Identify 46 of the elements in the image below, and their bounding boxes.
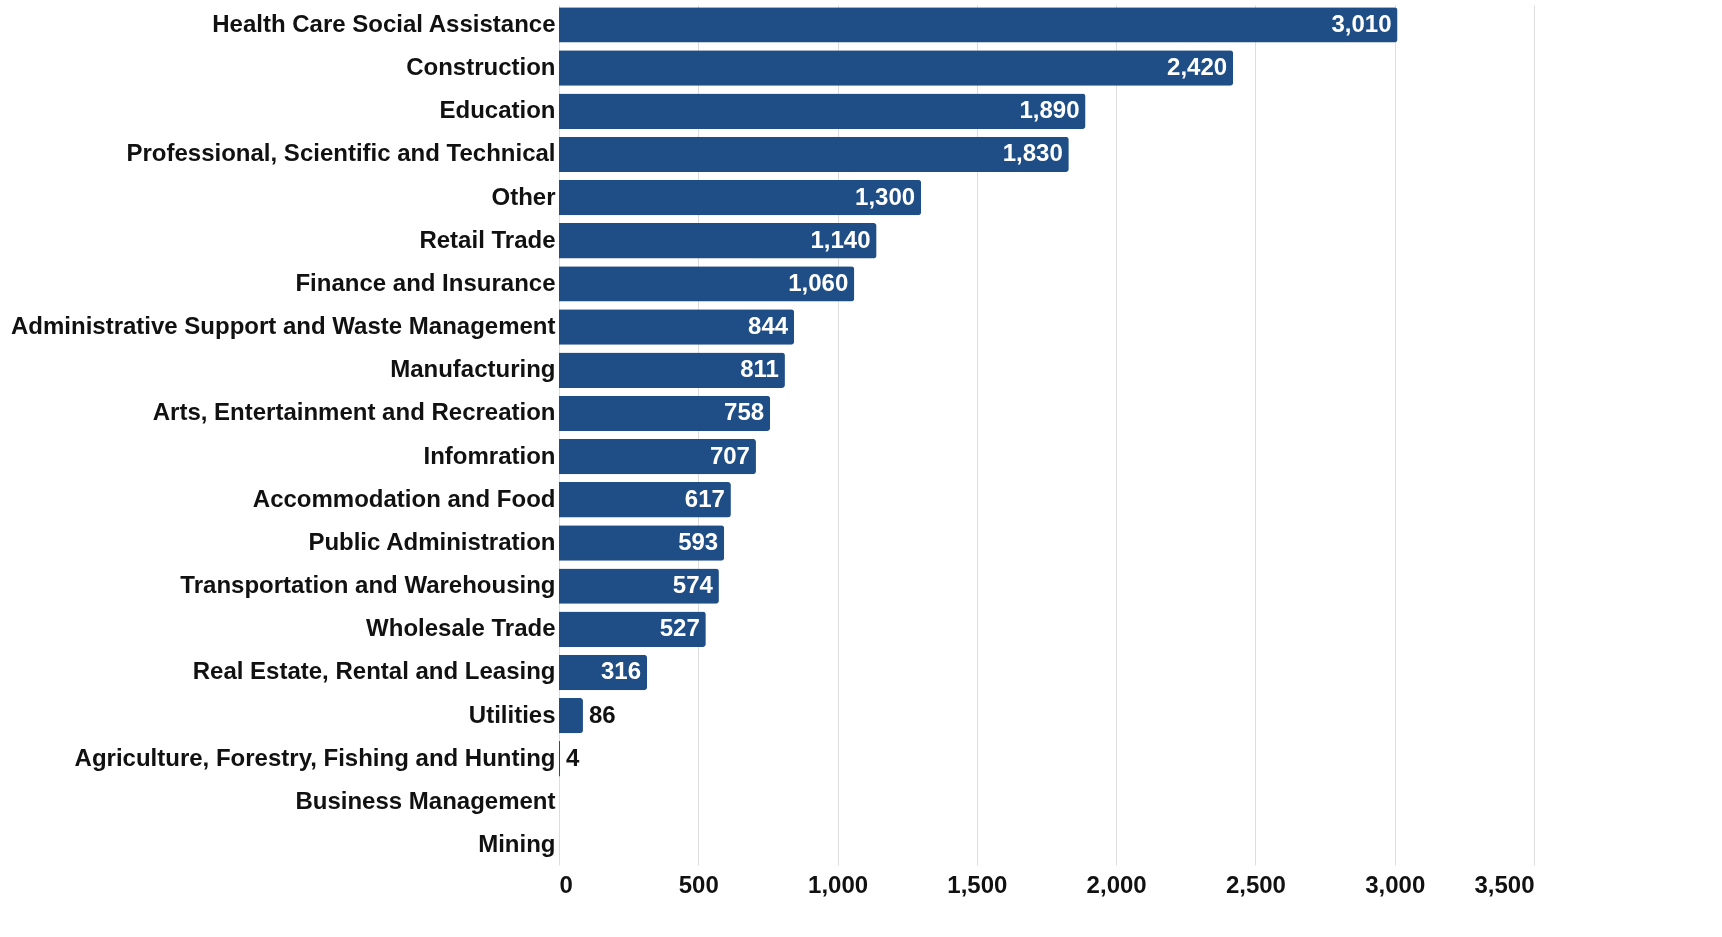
y-tick-label: Accommodation and Food — [252, 484, 556, 512]
x-tick-label: 3,000 — [1365, 870, 1426, 898]
y-tick-label: Transportation and Warehousing — [180, 571, 556, 599]
y-tick-label: Business Management — [295, 786, 556, 814]
data-label: 1,140 — [810, 225, 871, 253]
y-tick-label: Administrative Support and Waste Management — [10, 312, 556, 340]
y-tick-label: Agriculture, Forestry, Fishing and Hunting — [74, 743, 556, 771]
y-tick-label: Other — [491, 182, 556, 210]
data-label: 4 — [566, 743, 581, 771]
data-label: 1,060 — [788, 268, 849, 296]
x-tick-label: 0 — [559, 870, 573, 898]
data-label: 316 — [600, 657, 642, 685]
y-tick-label: Arts, Entertainment and Recreation — [152, 398, 556, 426]
y-tick-label: Finance and Insurance — [295, 268, 556, 296]
data-label: 1,890 — [1019, 96, 1080, 124]
y-tick-label: Health Care Social Assistance — [212, 9, 556, 37]
y-tick-label: Professional, Scientific and Technical — [126, 139, 556, 167]
data-label: 86 — [588, 700, 616, 728]
x-tick-label: 500 — [678, 870, 719, 898]
y-tick-label: Manufacturing — [390, 355, 556, 383]
data-label: 593 — [678, 527, 719, 555]
data-label: 811 — [740, 355, 779, 383]
data-label: 1,300 — [855, 182, 916, 210]
x-tick-label: 1,500 — [947, 870, 1008, 898]
y-tick-label: Construction — [406, 53, 556, 81]
y-tick-label: Mining — [478, 830, 556, 858]
x-tick-label: 3,500 — [1474, 870, 1535, 898]
y-tick-label: Utilities — [468, 700, 556, 728]
y-tick-label: Infomration — [423, 441, 556, 469]
y-tick-label: Public Administration — [308, 527, 556, 555]
y-tick-label: Wholesale Trade — [366, 614, 556, 642]
data-label: 2,420 — [1167, 53, 1228, 81]
x-tick-label: 2,500 — [1225, 870, 1286, 898]
data-label: 844 — [748, 312, 789, 340]
x-tick-label: 2,000 — [1086, 870, 1147, 898]
data-label: 1,830 — [1002, 139, 1063, 167]
y-tick-label: Real Estate, Rental and Leasing — [192, 657, 556, 685]
data-label: 3,010 — [1331, 9, 1392, 37]
y-tick-label: Retail Trade — [419, 225, 556, 253]
data-label: 527 — [659, 614, 700, 642]
x-tick-label: 1,000 — [808, 870, 869, 898]
data-label: 617 — [684, 484, 725, 512]
data-label: 574 — [672, 571, 714, 599]
data-label: 707 — [709, 441, 750, 469]
data-label: 758 — [724, 398, 765, 426]
y-tick-label: Education — [439, 96, 556, 124]
